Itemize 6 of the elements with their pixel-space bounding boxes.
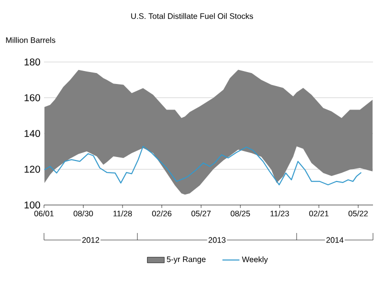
y-tick-label: 160 xyxy=(24,94,40,102)
y-tick-label: 120 xyxy=(24,166,40,173)
y-tick-label: 100 xyxy=(24,201,40,209)
y-tick-label: 180 xyxy=(24,58,40,66)
y-tick-label: 140 xyxy=(24,130,40,138)
line-series xyxy=(44,146,362,186)
